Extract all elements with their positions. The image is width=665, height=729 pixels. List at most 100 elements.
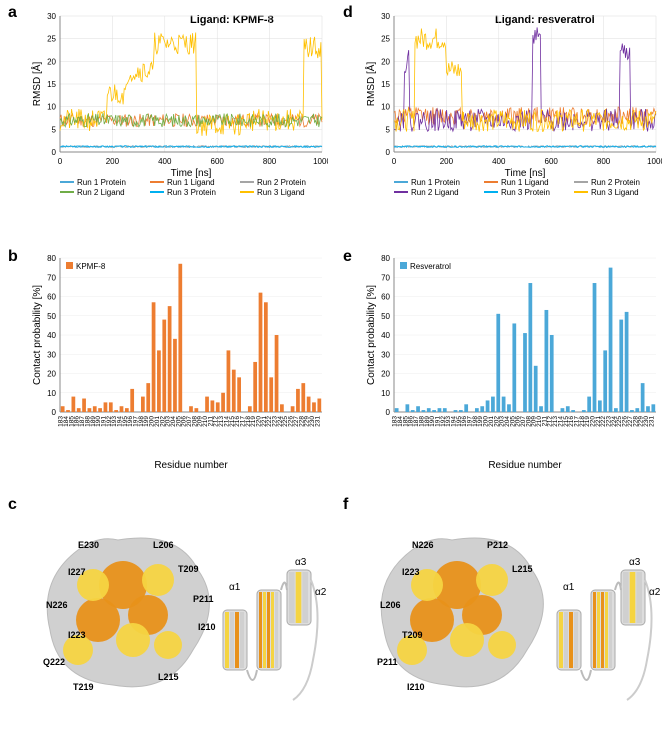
svg-text:L215: L215 [512,564,533,574]
svg-text:Residue number: Residue number [154,460,228,471]
svg-text:20: 20 [47,370,56,379]
svg-text:Residue number: Residue number [488,460,562,471]
svg-text:α3: α3 [295,557,307,568]
svg-text:1000: 1000 [313,157,328,166]
panel-label-e: e [343,248,352,266]
svg-text:30: 30 [381,350,390,359]
svg-text:0: 0 [52,148,57,157]
svg-text:Contact probability [%]: Contact probability [%] [366,285,377,385]
panel-label-f: f [343,496,348,514]
svg-text:Run 3 Ligand: Run 3 Ligand [257,188,305,197]
svg-text:Run 3 Protein: Run 3 Protein [167,188,216,197]
svg-text:80: 80 [381,254,390,263]
svg-text:10: 10 [381,103,390,112]
protein-panel-c: E230 I227 N226 I223 Q222 T219 L206 T209 P211 I210… [28,510,328,720]
svg-text:1000: 1000 [647,157,662,166]
svg-text:70: 70 [47,273,56,282]
svg-text:800: 800 [597,157,611,166]
svg-text:Contact probability [%]: Contact probability [%] [32,285,43,385]
svg-text:20: 20 [47,57,56,66]
svg-text:P212: P212 [487,540,508,550]
svg-text:15: 15 [47,80,56,89]
svg-text:Run 2 Ligand: Run 2 Ligand [411,188,459,197]
svg-text:231: 231 [648,416,655,427]
svg-text:N226: N226 [412,540,434,550]
svg-text:80: 80 [47,254,56,263]
svg-text:RMSD [Å]: RMSD [Å] [364,62,377,107]
svg-text:10: 10 [47,103,56,112]
svg-text:0: 0 [386,408,391,417]
panel-label-d: d [343,4,353,22]
svg-text:0: 0 [386,148,391,157]
svg-text:40: 40 [381,331,390,340]
svg-text:60: 60 [47,293,56,302]
rmsd-chart-d: 05101520253002004006008001000RMSD [Å]Tim… [362,10,662,210]
svg-text:T219: T219 [73,682,94,692]
svg-text:20: 20 [381,370,390,379]
svg-text:40: 40 [47,331,56,340]
svg-text:25: 25 [381,35,390,44]
svg-text:Run 1 Ligand: Run 1 Ligand [501,178,549,187]
panel-label-c: c [8,496,17,514]
svg-text:I223: I223 [68,630,86,640]
svg-text:Q222: Q222 [43,657,65,667]
svg-text:20: 20 [381,57,390,66]
svg-text:600: 600 [211,157,225,166]
svg-text:0: 0 [392,157,397,166]
svg-text:50: 50 [381,312,390,321]
svg-text:Run 3 Protein: Run 3 Protein [501,188,550,197]
svg-text:N226: N226 [46,600,68,610]
svg-text:Run 1 Protein: Run 1 Protein [411,178,460,187]
svg-text:231: 231 [314,416,321,427]
svg-text:α3: α3 [629,557,641,568]
svg-text:50: 50 [47,312,56,321]
svg-text:L206: L206 [153,540,174,550]
rmsd-chart-a: 05101520253002004006008001000RMSD [Å]Tim… [28,10,328,210]
protein-panel-f: N226I223L206T209P211I210P212L215α1α3α2 [362,510,662,720]
svg-text:KPMF-8: KPMF-8 [76,262,106,271]
svg-text:Run 1 Protein: Run 1 Protein [77,178,126,187]
svg-text:30: 30 [47,350,56,359]
svg-text:P211: P211 [193,594,214,604]
svg-text:α1: α1 [229,582,241,593]
svg-text:Resveratrol: Resveratrol [410,262,451,271]
svg-text:10: 10 [381,389,390,398]
svg-text:5: 5 [52,125,57,134]
svg-text:0: 0 [52,408,57,417]
svg-text:α2: α2 [649,587,661,598]
svg-text:I223: I223 [402,567,420,577]
svg-text:α1: α1 [563,582,575,593]
svg-text:10: 10 [47,389,56,398]
panel-label-a: a [8,4,17,22]
svg-text:Run 2 Ligand: Run 2 Ligand [77,188,125,197]
svg-text:I227: I227 [68,567,86,577]
svg-text:800: 800 [263,157,277,166]
svg-text:α2: α2 [315,587,327,598]
svg-text:RMSD [Å]: RMSD [Å] [30,62,43,107]
svg-text:600: 600 [545,157,559,166]
svg-text:70: 70 [381,273,390,282]
svg-text:T209: T209 [402,630,423,640]
panel-label-b: b [8,248,18,266]
svg-text:25: 25 [47,35,56,44]
svg-text:200: 200 [106,157,120,166]
svg-text:200: 200 [440,157,454,166]
svg-text:Run 1 Ligand: Run 1 Ligand [167,178,215,187]
svg-text:L215: L215 [158,672,179,682]
svg-text:5: 5 [386,125,391,134]
svg-text:Run 3 Ligand: Run 3 Ligand [591,188,639,197]
svg-text:60: 60 [381,293,390,302]
svg-text:400: 400 [492,157,506,166]
svg-text:15: 15 [381,80,390,89]
svg-text:L206: L206 [380,600,401,610]
svg-text:Run 2 Protein: Run 2 Protein [591,178,640,187]
svg-text:Run 2 Protein: Run 2 Protein [257,178,306,187]
svg-text:I210: I210 [407,682,425,692]
svg-text:30: 30 [381,12,390,21]
svg-text:I210: I210 [198,622,216,632]
svg-text:400: 400 [158,157,172,166]
svg-text:T209: T209 [178,564,199,574]
contact-chart-e: 0102030405060708018318418518618718818919… [362,252,662,472]
svg-text:E230: E230 [78,540,99,550]
contact-chart-b: 0102030405060708018318418518618718818919… [28,252,328,472]
